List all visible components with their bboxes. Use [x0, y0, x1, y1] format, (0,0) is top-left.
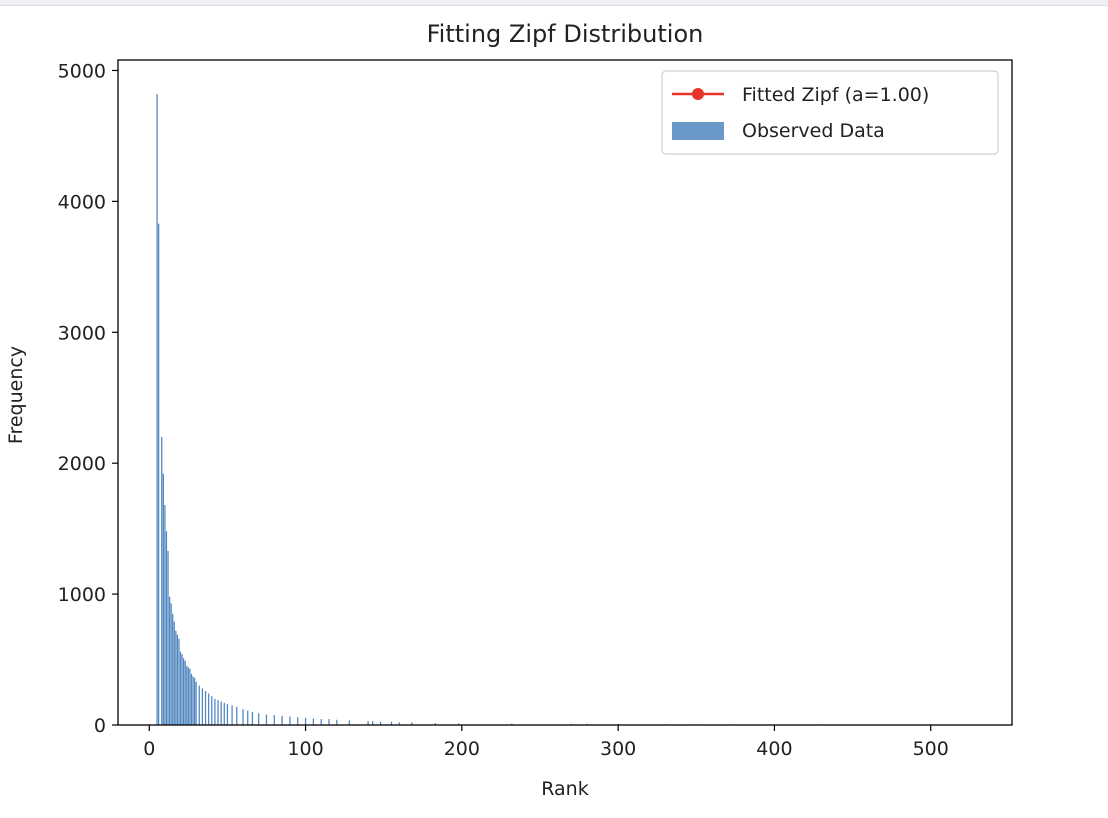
- bar: [304, 717, 307, 725]
- bar: [167, 550, 169, 725]
- bar: [184, 660, 186, 725]
- x-tick-label: 300: [600, 738, 636, 760]
- x-tick-label: 500: [913, 738, 949, 760]
- y-axis-label: Frequency: [5, 346, 27, 444]
- bar: [192, 676, 194, 725]
- bar: [183, 658, 185, 725]
- x-tick-label: 400: [756, 738, 792, 760]
- bar: [328, 719, 330, 725]
- y-tick-label: 5000: [58, 60, 106, 82]
- bar: [398, 722, 400, 725]
- bar: [223, 702, 225, 725]
- bar: [220, 701, 222, 725]
- bar: [178, 638, 180, 725]
- bar: [214, 698, 216, 725]
- chart-title: Fitting Zipf Distribution: [427, 20, 704, 48]
- bar: [164, 505, 166, 725]
- bar: [176, 634, 179, 725]
- x-tick-label: 0: [143, 738, 155, 760]
- y-tick-label: 0: [94, 715, 106, 737]
- bar: [265, 714, 268, 725]
- bar: [372, 721, 374, 725]
- y-tick-label: 2000: [58, 453, 106, 475]
- bar: [390, 721, 393, 725]
- bar: [165, 531, 168, 725]
- bar: [189, 668, 191, 725]
- bar: [161, 437, 163, 725]
- bar: [201, 688, 204, 725]
- bar: [208, 693, 210, 725]
- legend-box: [661, 70, 999, 155]
- legend-marker-swatch: [692, 88, 704, 100]
- window-top-strip: [0, 0, 1108, 6]
- bars-group: [156, 94, 963, 726]
- bar: [511, 723, 513, 725]
- bar: [434, 723, 436, 725]
- bar: [190, 673, 193, 725]
- bar: [336, 719, 338, 725]
- bar: [181, 654, 183, 725]
- bar: [156, 94, 158, 726]
- x-tick-label: 200: [444, 738, 480, 760]
- y-tick-label: 1000: [58, 584, 106, 606]
- bar: [204, 690, 207, 725]
- bar: [172, 613, 174, 725]
- bar: [168, 596, 171, 725]
- bar: [211, 696, 213, 725]
- bar: [281, 715, 283, 725]
- y-tick-label: 3000: [58, 322, 106, 344]
- bar: [273, 715, 275, 725]
- bar: [173, 621, 175, 725]
- bar: [179, 651, 182, 725]
- bar: [186, 666, 188, 725]
- bar: [297, 717, 299, 725]
- bar: [247, 710, 249, 725]
- bar: [175, 630, 177, 725]
- bar: [231, 705, 233, 725]
- x-tick-label: 100: [287, 738, 323, 760]
- bar: [187, 667, 189, 725]
- bar: [312, 718, 314, 725]
- bar: [236, 706, 238, 725]
- bar: [198, 685, 200, 725]
- y-tick-label: 4000: [58, 191, 106, 213]
- x-axis-label: Rank: [541, 778, 588, 800]
- bar: [170, 603, 172, 725]
- bar: [289, 716, 291, 725]
- bar: [411, 722, 413, 725]
- bar: [458, 723, 460, 725]
- bar: [162, 473, 164, 725]
- bar: [195, 681, 197, 725]
- bar: [367, 721, 369, 725]
- bar: [193, 677, 196, 725]
- bar: [258, 713, 260, 725]
- bar: [158, 223, 160, 725]
- bar: [242, 709, 244, 725]
- bar: [251, 711, 254, 725]
- bar: [379, 721, 382, 725]
- bar: [348, 720, 350, 725]
- legend-label-fitted: Fitted Zipf (a=1.00): [742, 84, 929, 106]
- bar: [226, 704, 229, 725]
- bar: [217, 700, 219, 725]
- legend-label-observed: Observed Data: [742, 120, 885, 142]
- legend-bar-swatch: [672, 122, 724, 140]
- plot-frame: [117, 59, 1013, 726]
- plot-area: [118, 60, 1012, 725]
- legend: Fitted Zipf (a=1.00) Observed Data: [661, 70, 999, 155]
- bar: [320, 719, 322, 725]
